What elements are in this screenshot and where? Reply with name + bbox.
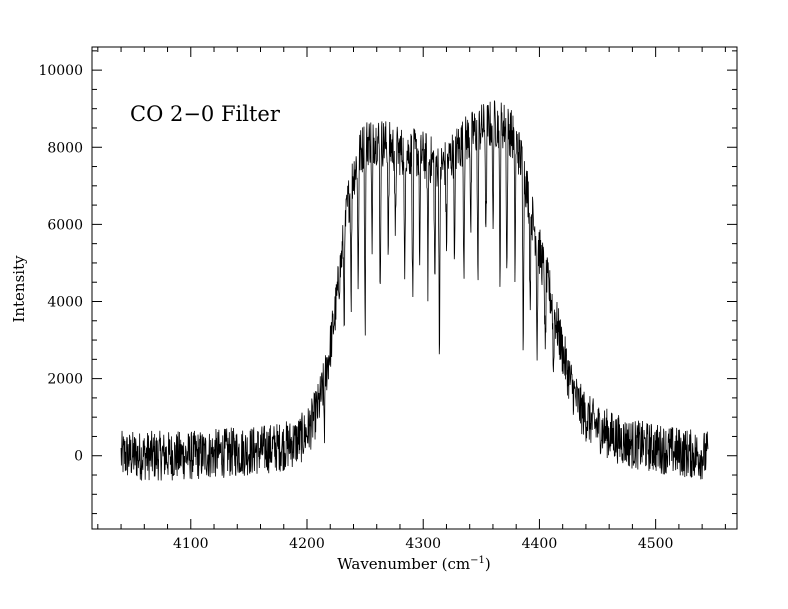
y-tick-label: 8000 [47,140,83,156]
x-axis-label-main: Wavenumber (cm [337,555,470,573]
x-axis-label: Wavenumber (cm−1) [337,555,490,573]
y-tick-label: 10000 [38,63,83,79]
x-tick-label: 4100 [173,536,209,552]
tick-labels: 4100 4200 4300 4400 4500 0 2000 4000 6000 8000 100… [38,63,673,552]
y-tick-label: 0 [74,449,83,465]
x-axis-label-sup: −1 [470,555,485,566]
spectrum-line [120,99,709,481]
x-tick-label: 4500 [638,536,674,552]
axis-ticks [92,47,737,529]
plot-frame [91,46,738,530]
x-tick-label: 4300 [405,536,441,552]
y-tick-label: 4000 [47,294,83,310]
y-tick-label: 2000 [47,372,83,388]
x-tick-label: 4200 [289,536,325,552]
chart-annotation: CO 2−0 Filter [130,102,281,126]
y-axis-label: Intensity [10,255,28,323]
x-tick-label: 4400 [522,536,558,552]
x-axis-label-close: ) [485,555,491,573]
y-tick-label: 6000 [47,217,83,233]
